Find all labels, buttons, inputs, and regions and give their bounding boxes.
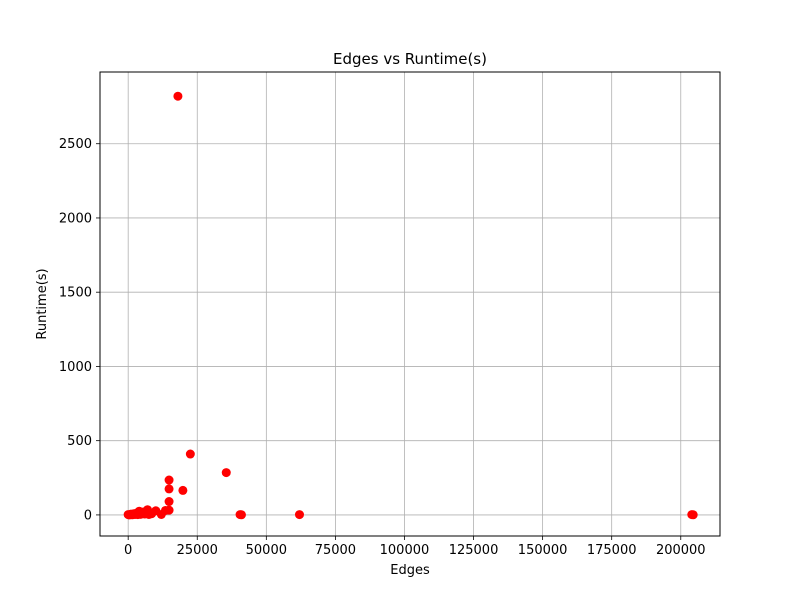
- scatter-point: [294, 510, 304, 520]
- data-points: [123, 91, 698, 520]
- y-tick-label: 1500: [59, 286, 92, 301]
- x-tick-label: 50000: [246, 543, 287, 558]
- y-tick-label: 1000: [59, 360, 92, 375]
- y-axis-label: Runtime(s): [35, 268, 50, 339]
- y-tick-label: 0: [84, 508, 92, 523]
- x-tick-label: 125000: [449, 543, 499, 558]
- scatter-point: [173, 91, 183, 101]
- x-tick-label: 175000: [587, 543, 637, 558]
- y-tick-label: 500: [67, 434, 92, 449]
- x-axis-ticks: 0 25000 50000 75000 100000 125000 150000 175000…: [124, 536, 706, 558]
- scatter-point: [185, 449, 195, 459]
- x-tick-label: 200000: [656, 543, 706, 558]
- plot-frame: [99, 71, 721, 537]
- scatter-point: [147, 509, 157, 519]
- scatter-point: [178, 485, 188, 495]
- scatter-point: [221, 468, 231, 478]
- scatter-point: [164, 475, 174, 485]
- scatter-point: [688, 510, 698, 520]
- scatter-point: [164, 497, 174, 507]
- scatter-point: [236, 510, 246, 520]
- x-tick-label: 25000: [177, 543, 218, 558]
- y-tick-label: 2000: [59, 211, 92, 226]
- grid: [100, 72, 720, 536]
- scatter-point: [156, 509, 166, 519]
- x-tick-label: 150000: [518, 543, 568, 558]
- x-tick-label: 100000: [380, 543, 430, 558]
- scatter-point: [164, 484, 174, 494]
- x-tick-label: 0: [124, 543, 132, 558]
- x-axis-label: Edges: [390, 563, 430, 578]
- chart-title: Edges vs Runtime(s): [333, 50, 487, 68]
- y-tick-label: 2500: [59, 137, 92, 152]
- y-axis-ticks: 0 500 1000 1500 2000 2500: [59, 137, 100, 523]
- x-tick-label: 75000: [315, 543, 356, 558]
